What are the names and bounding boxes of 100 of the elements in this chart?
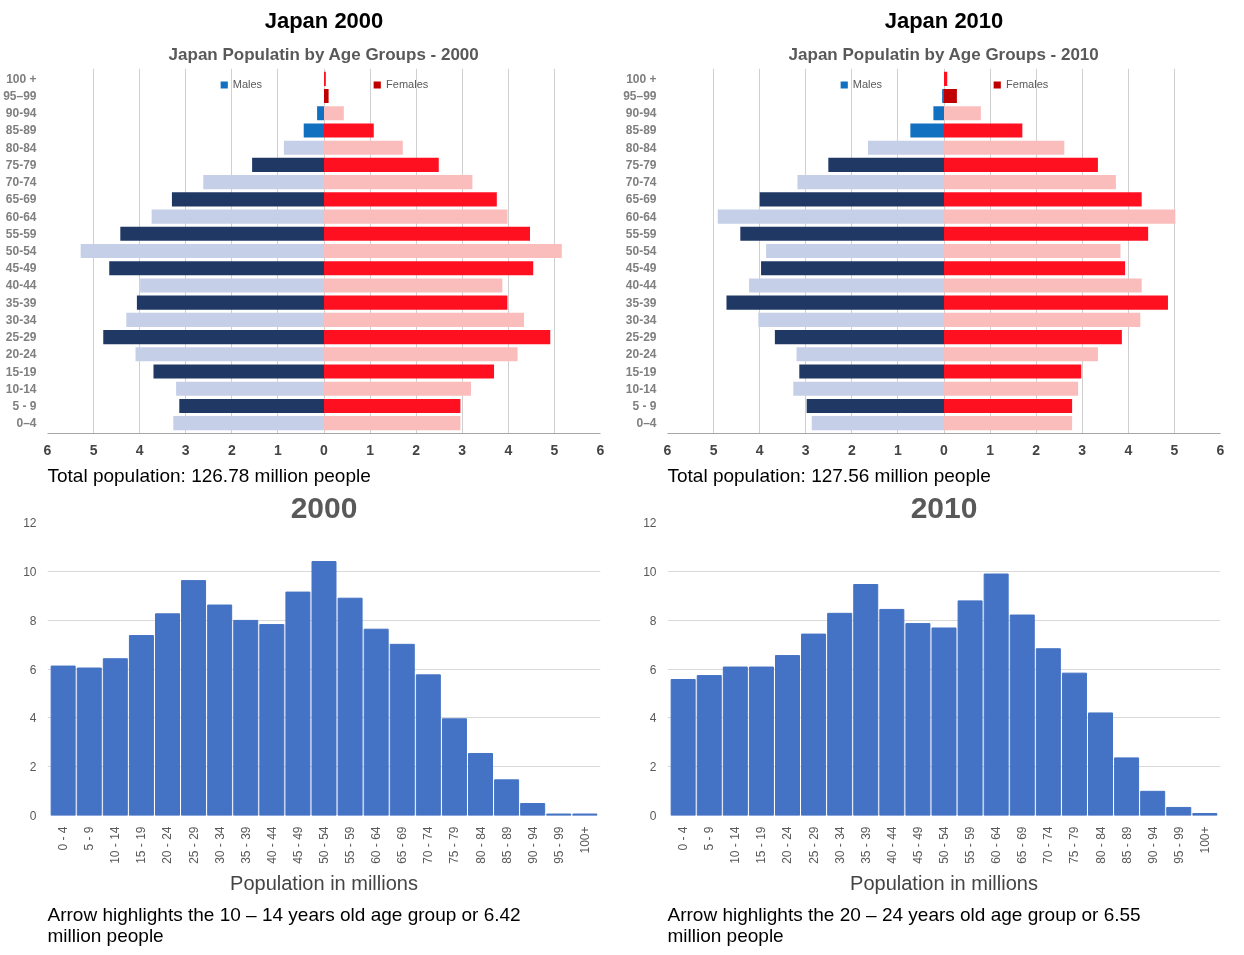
- y-tick-label: 95–99: [3, 89, 37, 104]
- x-tick-label: 6: [663, 441, 672, 458]
- x-tick-label: 3: [458, 441, 467, 458]
- y-tick-label: 60-64: [5, 209, 37, 224]
- x-tick-label: 90 - 94: [525, 826, 540, 864]
- y-tick-label: 70-74: [5, 175, 37, 190]
- y-tick-label: 0: [649, 809, 657, 823]
- x-tick-label: 40 - 44: [884, 826, 899, 864]
- x-tick-label: 0 - 4: [676, 826, 691, 851]
- x-tick-label: 30 - 34: [832, 826, 847, 864]
- x-tick-label: 25 - 29: [806, 826, 821, 864]
- x-tick-label: 1: [274, 441, 283, 458]
- x-tick-label: 20 - 24: [780, 826, 795, 864]
- chart-title: Japan 2010: [884, 7, 1004, 33]
- y-tick-label: 20-24: [5, 347, 37, 362]
- x-tick-label: 95 - 99: [551, 826, 566, 864]
- y-tick-label: 15-19: [5, 364, 37, 379]
- y-tick-label: 15-19: [625, 364, 657, 379]
- y-tick-label: 12: [23, 516, 37, 530]
- x-tick-label: 100+: [577, 826, 592, 854]
- y-tick-label: 55-59: [5, 226, 37, 241]
- y-tick-label: 4: [29, 711, 37, 726]
- y-tick-label: 10: [643, 564, 657, 579]
- y-tick-label: 100 +: [626, 71, 657, 86]
- x-tick-label: 50 - 54: [937, 826, 951, 864]
- x-tick-label: 5 - 9: [82, 826, 97, 851]
- x-tick-label: 90 - 94: [1145, 826, 1160, 864]
- y-tick-label: 80-84: [5, 140, 37, 155]
- x-tick-label: 3: [1078, 441, 1087, 458]
- y-tick-label: 20-24: [625, 347, 657, 362]
- chart-title: 2000: [290, 490, 358, 524]
- legend-label: Females: [1006, 78, 1049, 90]
- x-tick-label: 6: [43, 441, 52, 458]
- x-tick-label: 20 - 24: [160, 826, 175, 864]
- text: Arrow highlights the 10 – 14 years old age group or 6.42 million people: [47, 903, 521, 946]
- x-tick-label: 0: [940, 441, 949, 458]
- y-tick-label: 40-44: [625, 278, 657, 293]
- x-tick-label: 4: [135, 441, 144, 458]
- y-tick-label: 70-74: [625, 175, 657, 190]
- y-tick-label: 75-79: [5, 157, 37, 172]
- y-tick-label: 65-69: [625, 192, 657, 207]
- chart-title: Japan 2000: [264, 7, 384, 33]
- x-tick-label: 45 - 49: [290, 826, 305, 864]
- y-tick-label: 40-44: [5, 278, 37, 293]
- legend-label: Males: [852, 78, 883, 90]
- x-tick-label: 85 - 89: [1119, 826, 1134, 864]
- x-tick-label: 1: [986, 441, 995, 458]
- x-tick-label: 55 - 59: [343, 826, 358, 864]
- x-tick-label: 65 - 69: [1015, 826, 1030, 864]
- x-tick-label: 5: [709, 441, 718, 458]
- x-tick-label: 2: [412, 441, 421, 458]
- y-tick-label: 55-59: [625, 226, 657, 241]
- y-tick-label: 90-94: [5, 106, 37, 121]
- text: Total population: 126.78 million people: [47, 464, 371, 486]
- x-tick-label: 35 - 39: [858, 826, 873, 864]
- x-tick-label: 5: [89, 441, 98, 458]
- y-tick-label: 6: [29, 662, 37, 677]
- x-tick-label: 70 - 74: [1041, 826, 1056, 864]
- x-tick-label: 1: [894, 441, 903, 458]
- x-tick-label: 65 - 69: [395, 826, 410, 864]
- x-tick-label: 5: [550, 441, 559, 458]
- y-tick-label: 8: [649, 613, 657, 628]
- text: Total population: 127.56 million people: [667, 464, 991, 486]
- y-tick-label: 50-54: [5, 244, 37, 258]
- x-tick-label: 75 - 79: [1067, 826, 1082, 864]
- x-tick-label: 60 - 64: [989, 826, 1004, 864]
- chart-title: 2010: [910, 490, 978, 524]
- y-tick-label: 85-89: [625, 123, 657, 138]
- y-tick-label: 2: [29, 760, 37, 775]
- x-tick-label: 85 - 89: [499, 826, 514, 864]
- x-tick-label: 3: [181, 441, 190, 458]
- x-tick-label: 55 - 59: [963, 826, 978, 864]
- x-tick-label: 50 - 54: [317, 826, 331, 864]
- y-tick-label: 75-79: [625, 157, 657, 172]
- y-tick-label: 90-94: [625, 106, 657, 121]
- legend-label: Females: [386, 78, 429, 90]
- x-tick-label: 0: [320, 441, 329, 458]
- x-tick-label: 30 - 34: [212, 826, 227, 864]
- x-tick-label: 5 - 9: [702, 826, 717, 851]
- x-tick-label: 2: [1032, 441, 1041, 458]
- y-tick-label: 5 - 9: [632, 398, 657, 413]
- y-tick-label: 25-29: [5, 330, 37, 345]
- y-tick-label: 2: [649, 760, 657, 775]
- x-tick-label: 80 - 84: [1093, 826, 1108, 864]
- x-tick-label: 4: [755, 441, 764, 458]
- y-tick-label: 45-49: [5, 261, 37, 276]
- y-tick-label: 4: [649, 711, 657, 726]
- x-tick-label: 75 - 79: [447, 826, 462, 864]
- y-tick-label: 95–99: [623, 89, 657, 104]
- y-tick-label: 30-34: [5, 312, 37, 327]
- y-tick-label: 6: [649, 662, 657, 677]
- text: Arrow highlights the 20 – 24 years old age group or 6.55 million people: [667, 903, 1141, 946]
- y-tick-label: 85-89: [5, 123, 37, 138]
- x-axis-title: Population in millions: [230, 871, 418, 894]
- x-tick-label: 2: [227, 441, 236, 458]
- y-tick-label: 5 - 9: [12, 398, 37, 413]
- y-tick-label: 0–4: [16, 416, 37, 431]
- y-tick-label: 35-39: [625, 295, 657, 310]
- y-tick-label: 45-49: [625, 261, 657, 276]
- x-tick-label: 25 - 29: [186, 826, 201, 864]
